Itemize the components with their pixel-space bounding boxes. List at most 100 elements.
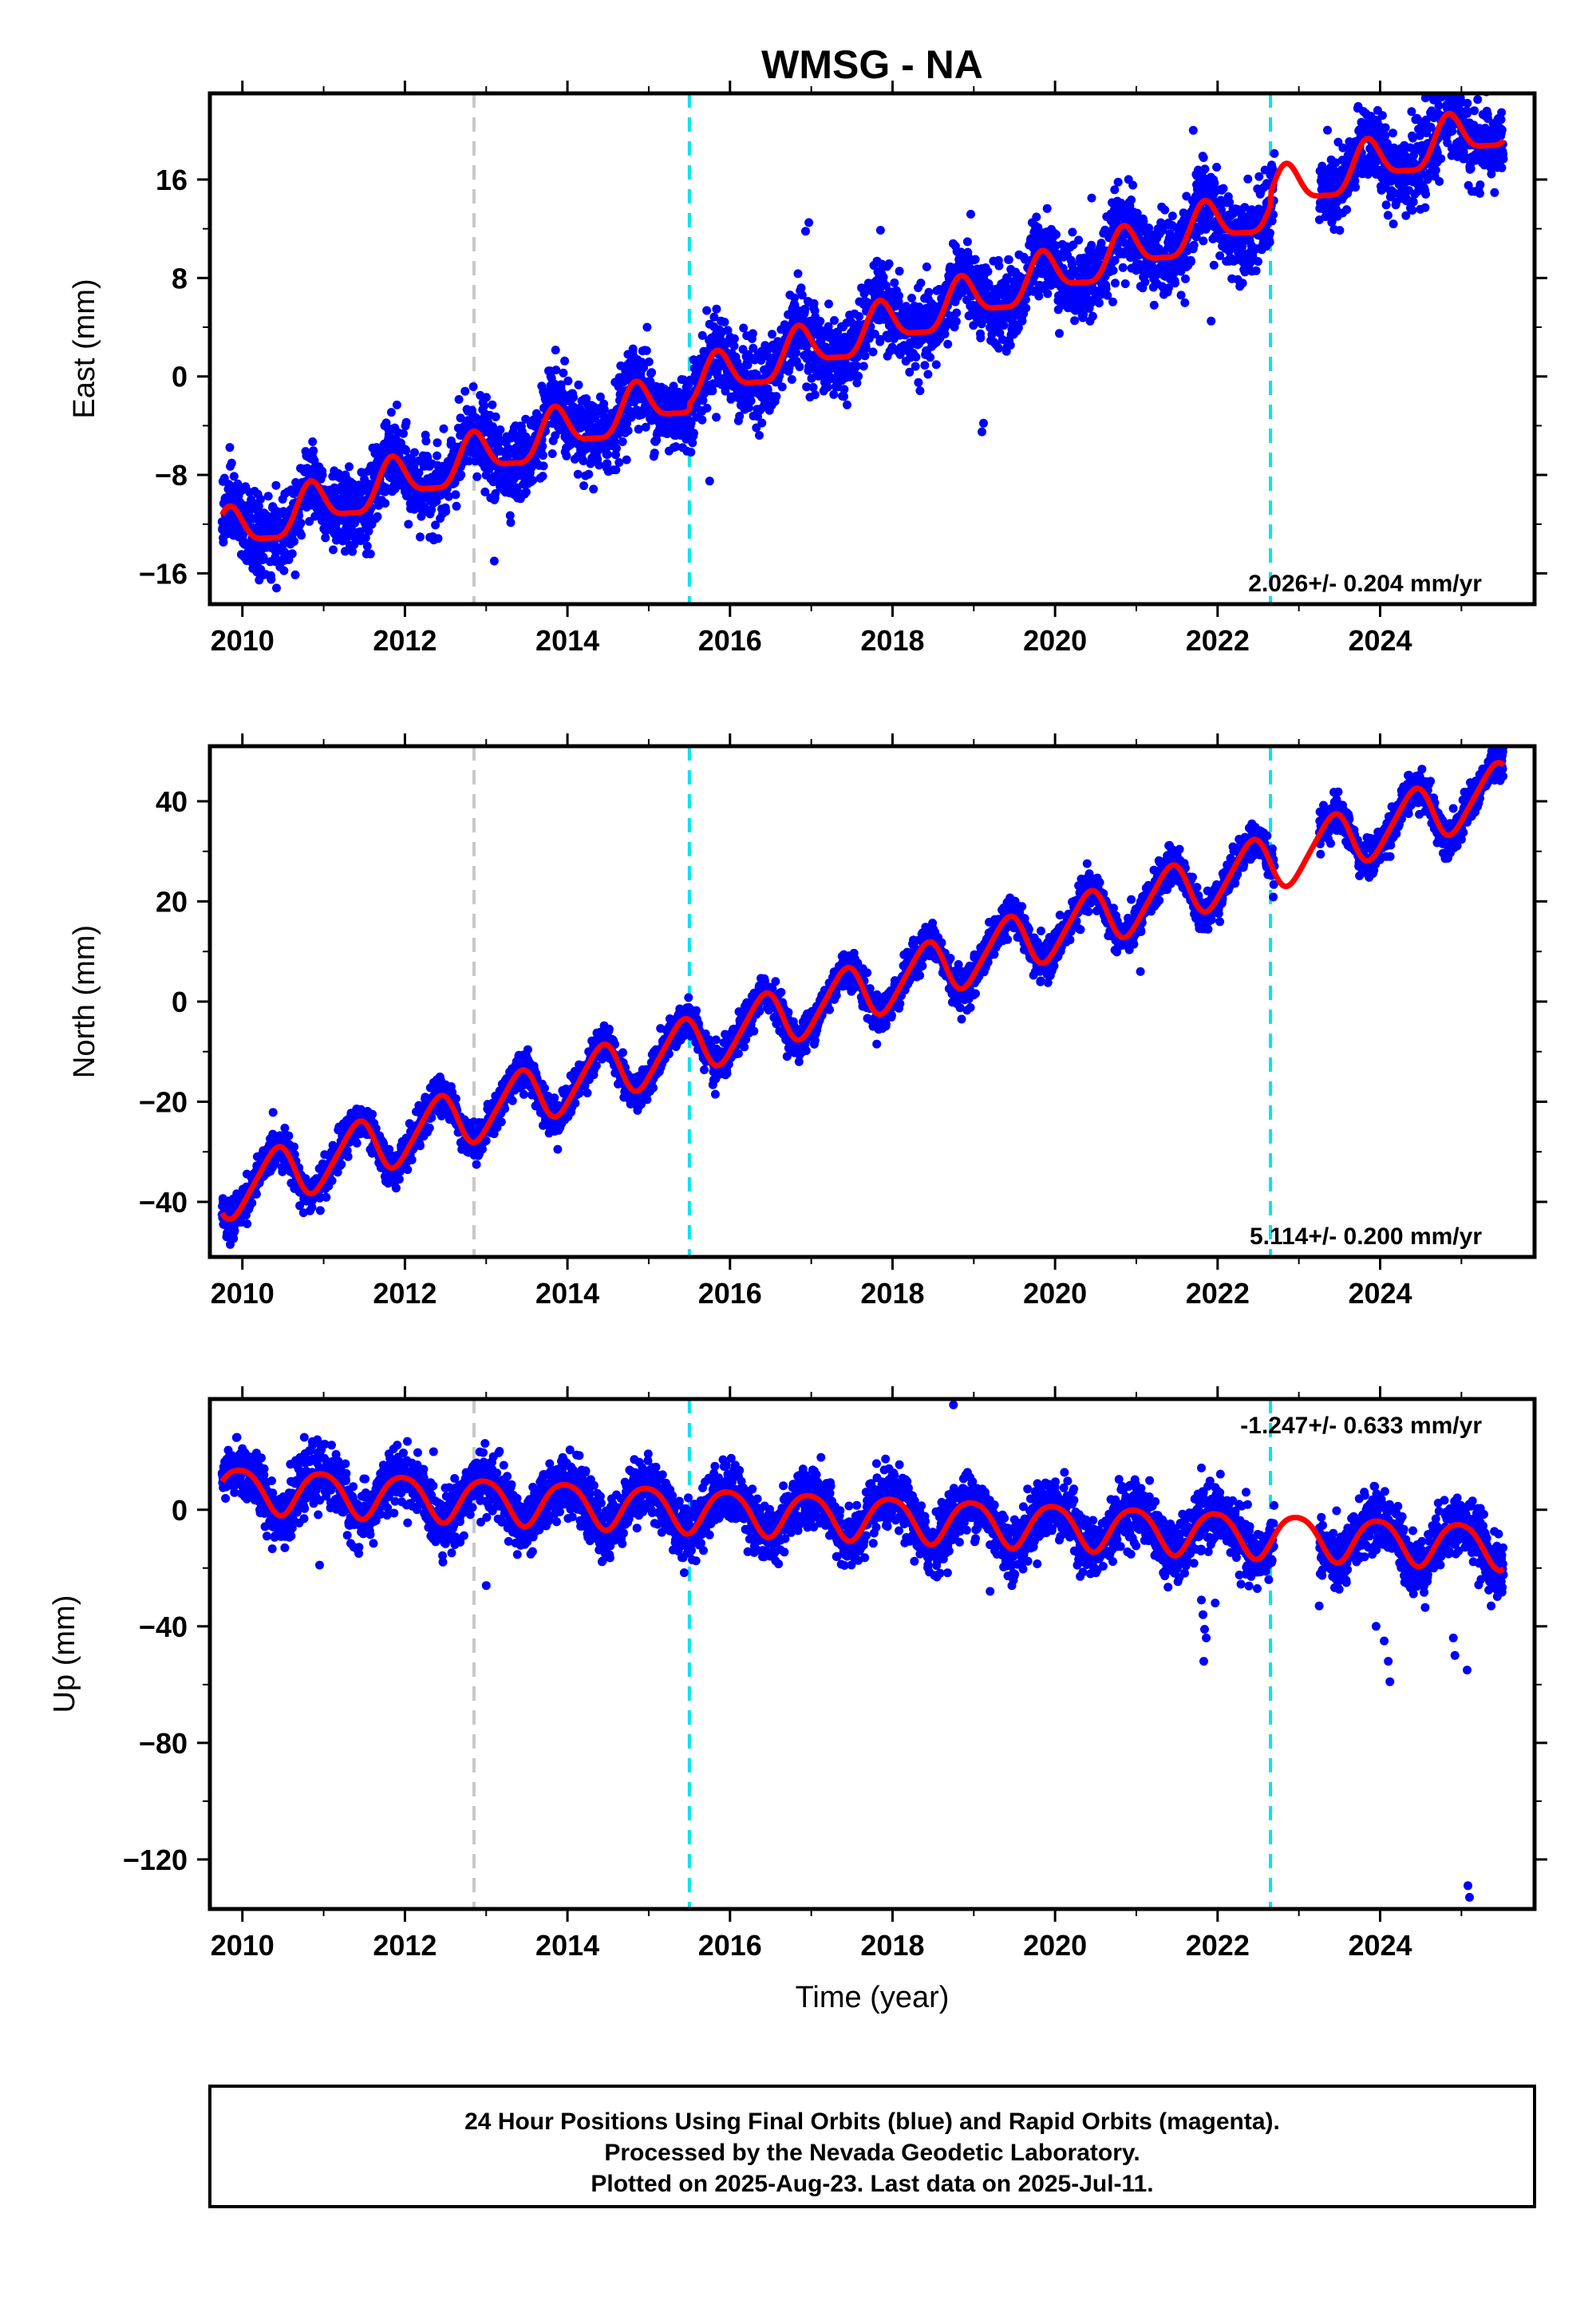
east-data-point	[1042, 204, 1052, 213]
east-data-point	[1497, 108, 1507, 117]
east-data-point	[1335, 226, 1345, 235]
east-data-point	[433, 534, 443, 543]
east-data-point	[830, 316, 839, 325]
east-data-point	[1055, 329, 1064, 338]
east-data-point	[686, 418, 696, 428]
east-data-point	[966, 209, 975, 219]
east-data-point	[855, 312, 864, 321]
east-data-point	[491, 412, 500, 421]
east-data-point	[977, 319, 986, 329]
east-data-point	[538, 472, 547, 481]
east-data-point	[772, 392, 781, 401]
east-data-point	[843, 400, 851, 409]
east-data-point	[1189, 240, 1199, 250]
east-data-point	[1170, 279, 1179, 288]
east-data-point	[914, 377, 923, 387]
east-data-point	[362, 541, 372, 551]
east-data-point	[452, 501, 461, 511]
east-data-point	[1431, 165, 1440, 175]
east-data-point	[712, 413, 721, 422]
east-data-point	[341, 547, 350, 556]
east-data-point	[1438, 82, 1447, 91]
east-data-point	[574, 380, 583, 389]
east-data-point	[219, 537, 228, 547]
east-data-point	[1167, 211, 1177, 221]
east-data-point	[1108, 266, 1118, 275]
east-data-point	[748, 329, 757, 338]
east-data-point	[792, 348, 801, 358]
east-data-point	[1087, 240, 1096, 250]
east-data-point	[562, 451, 571, 460]
east-data-point	[757, 418, 767, 428]
east-data-point	[584, 469, 594, 479]
east-data-point	[361, 533, 370, 543]
east-data-point	[622, 419, 631, 428]
east-data-point	[290, 570, 300, 579]
east-data-point	[1381, 200, 1391, 210]
east-data-point	[287, 549, 297, 559]
east-data-point	[1466, 164, 1476, 173]
east-data-point	[305, 516, 314, 526]
east-data-point	[456, 470, 466, 480]
east-data-point	[923, 370, 933, 379]
east-data-point	[1052, 230, 1061, 239]
east-data-point	[533, 412, 543, 421]
east-outlier-point	[642, 322, 652, 332]
east-data-point	[1180, 298, 1190, 307]
east-data-point	[1389, 219, 1398, 229]
east-data-point	[381, 499, 390, 508]
east-data-point	[488, 400, 497, 409]
east-data-point	[1434, 77, 1443, 86]
east-data-point	[229, 472, 239, 481]
east-data-point	[539, 461, 548, 471]
east-data-point	[365, 549, 375, 559]
east-data-point	[1187, 257, 1195, 267]
east-x-tick-label: 2016	[698, 624, 762, 657]
east-data-point	[399, 429, 408, 438]
east-x-tick-label: 2024	[1348, 624, 1412, 657]
east-data-point	[1265, 238, 1274, 247]
east-data-point	[551, 346, 560, 355]
east-outlier-point	[804, 218, 814, 227]
east-data-point	[308, 437, 318, 446]
east-data-point	[410, 448, 419, 457]
north-plot-area	[217, 746, 1508, 1257]
east-data-point	[348, 547, 358, 556]
east-data-point	[810, 390, 820, 400]
east-data-point	[267, 575, 276, 584]
east-data-point	[556, 380, 566, 389]
east-x-tick-label: 2022	[1186, 624, 1250, 657]
east-data-point	[890, 278, 899, 287]
east-data-point	[1442, 69, 1451, 78]
east-data-point	[729, 334, 739, 343]
east-data-point	[622, 455, 631, 464]
east-data-point	[911, 362, 920, 371]
east-data-point	[1128, 180, 1138, 190]
east-data-point	[1110, 185, 1120, 195]
east-data-point	[1463, 98, 1472, 108]
east-data-point	[1113, 177, 1123, 187]
east-data-point	[560, 356, 570, 366]
east-data-point	[943, 339, 953, 349]
chart-title: WMSG - NA	[761, 42, 983, 87]
east-data-point	[309, 446, 318, 456]
east-outlier-point	[1473, 95, 1483, 105]
east-data-point	[1408, 197, 1418, 207]
east-y-tick-label: −16	[139, 557, 188, 590]
north-data-point	[284, 1131, 294, 1140]
east-data-point	[345, 462, 354, 472]
east-data-point	[879, 272, 888, 282]
east-data-point	[538, 441, 547, 451]
east-data-point	[1377, 111, 1387, 121]
east-data-point	[1160, 205, 1170, 215]
east-data-point	[641, 422, 650, 432]
east-data-point	[401, 417, 411, 427]
east-data-point	[628, 344, 638, 354]
east-data-point	[254, 501, 263, 511]
east-data-point	[1381, 123, 1390, 132]
east-data-point	[227, 458, 236, 468]
east-data-point	[279, 566, 289, 575]
east-x-tick-label: 2020	[1023, 624, 1087, 657]
east-data-point	[595, 460, 604, 470]
east-data-point	[824, 299, 833, 309]
